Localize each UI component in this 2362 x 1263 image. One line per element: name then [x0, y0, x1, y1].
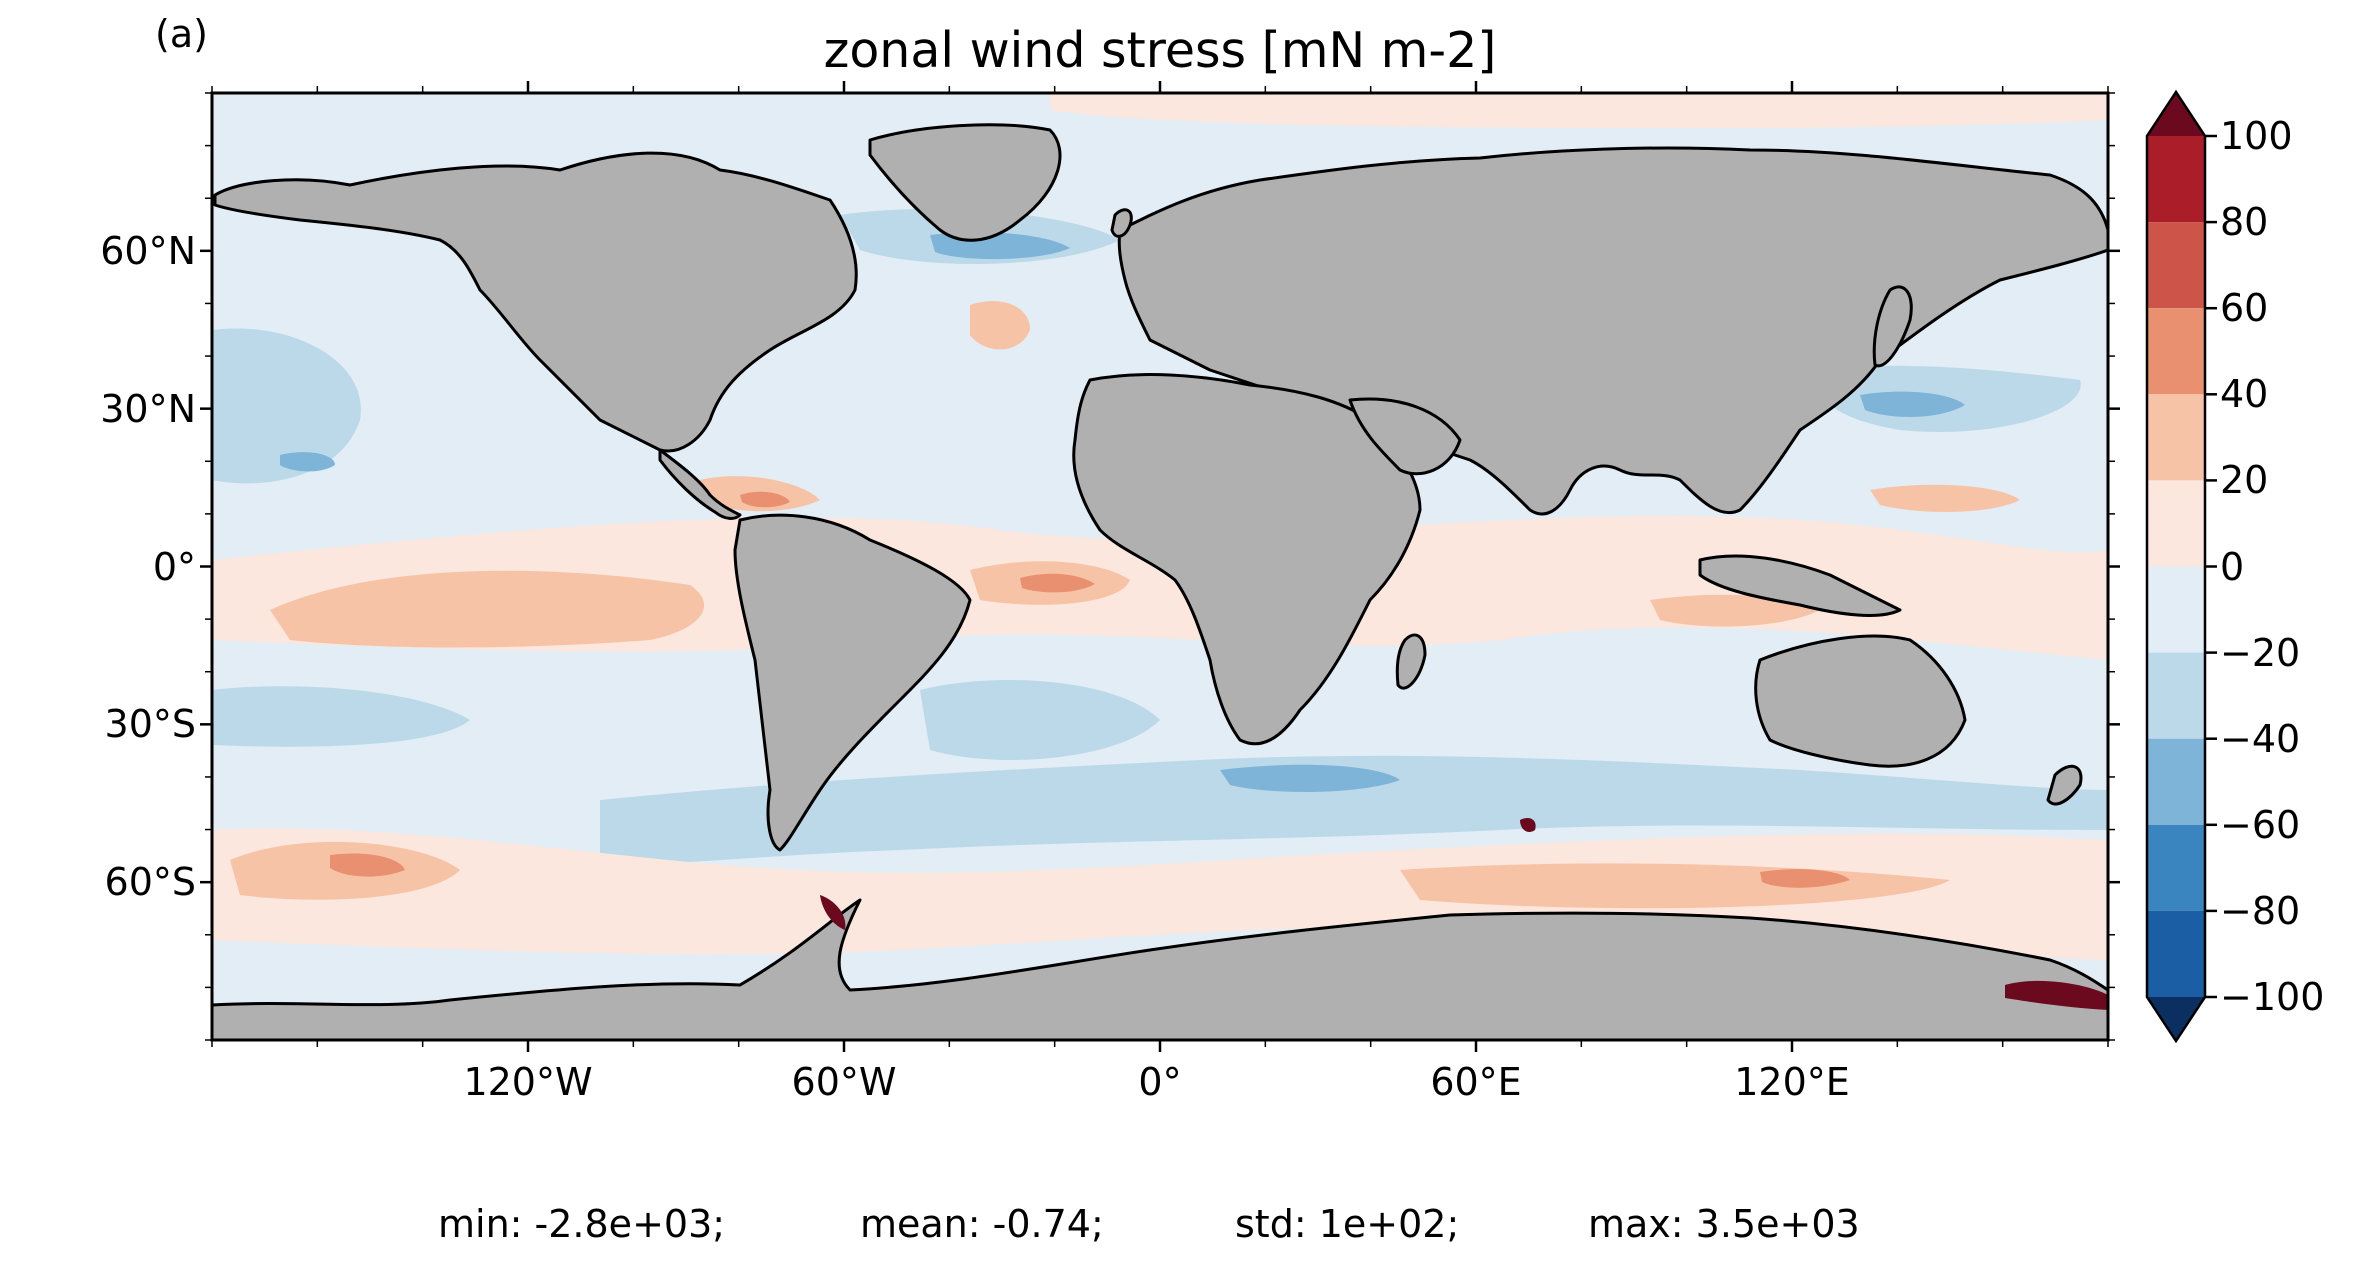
land-masses [212, 123, 2108, 1040]
lon-tick-label: 60°E [1430, 1060, 1522, 1104]
stat-min: min: -2.8e+03; [438, 1202, 726, 1246]
colorbar-segment [2147, 480, 2205, 567]
southeast-asia-islands [1698, 554, 1902, 617]
lat-tick-label: 30°S [104, 702, 196, 747]
southern-ocean-negative-band [600, 755, 2108, 864]
west-pacific-patch [1870, 484, 2020, 512]
arabia [1348, 397, 1462, 476]
africa [1072, 373, 1422, 746]
colorbar-extend-max [2147, 92, 2205, 136]
panel-label: (a) [155, 12, 208, 56]
japan [1872, 285, 1913, 368]
lat-tick-label: 60°N [100, 228, 196, 273]
colorbar-tick-label: 0 [2220, 544, 2245, 589]
colorbar-segment [2147, 308, 2205, 395]
colorbar-segment [2147, 824, 2205, 911]
atlantic-equatorial-core [1020, 573, 1095, 593]
kerguelen-extreme [1520, 818, 1536, 832]
colorbar-tick-label: −80 [2220, 888, 2301, 933]
colorbar-segment [2147, 394, 2205, 481]
south-america [733, 513, 972, 852]
lat-tick-label: 30°N [100, 386, 196, 431]
colorbar-segment [2147, 222, 2205, 309]
antarctica [212, 898, 2108, 1040]
australia [1754, 634, 1967, 768]
stat-mean: mean: -0.74; [860, 1202, 1104, 1246]
new-zealand [2046, 764, 2083, 806]
colorbar-tick-label: −40 [2220, 716, 2301, 761]
map-area [212, 93, 2108, 1040]
colorbar-tick-label: 40 [2220, 372, 2269, 417]
colorbar-tick-label: 20 [2220, 458, 2269, 503]
colorbar-tick-label: −20 [2220, 630, 2301, 675]
colorbar-tick-label: 80 [2220, 200, 2269, 245]
south-pacific-negative [212, 686, 470, 747]
arctic-positive-band [1050, 93, 2108, 129]
north-atlantic-positive-patch [970, 301, 1030, 350]
colorbar [2145, 89, 2217, 1044]
lon-tick-label: 0° [1138, 1060, 1182, 1104]
north-pacific-negative [212, 328, 361, 484]
map-title: zonal wind stress [mN m-2] [823, 22, 1497, 79]
colorbar-segment [2147, 652, 2205, 739]
lat-tick-label: 60°S [104, 860, 196, 905]
stat-std: std: 1e+02; [1235, 1202, 1460, 1246]
lon-tick-label: 60°W [791, 1060, 897, 1104]
madagascar [1395, 633, 1427, 690]
lon-tick-label: 120°W [463, 1060, 593, 1104]
kuroshio-negative-core [1860, 391, 1965, 417]
uk [1110, 208, 1133, 238]
indian-equatorial-patch [1650, 594, 1820, 627]
colorbar-extend-min [2147, 997, 2205, 1041]
east-pacific-positive-patch [270, 570, 705, 648]
colorbar-segment [2147, 738, 2205, 825]
north-america [213, 151, 858, 453]
colorbar-tick-label: −60 [2220, 802, 2301, 847]
colorbar-tick-label: 100 [2220, 114, 2293, 158]
stat-max: max: 3.5e+03 [1588, 1202, 1860, 1246]
hawaii-negative [280, 452, 335, 472]
coastal-extremes [820, 818, 2108, 1010]
colorbar-segment [2147, 566, 2205, 653]
central-america [658, 448, 742, 520]
southern-ocean-positive-west-core [330, 853, 405, 877]
lat-tick-label: 0° [152, 544, 196, 589]
lon-tick-label: 120°E [1734, 1060, 1850, 1104]
southern-ocean-negative-core [1220, 764, 1400, 792]
caribbean-core [740, 491, 790, 508]
axis-ticks [200, 81, 2120, 1052]
southern-ocean-positive-east-core [1760, 869, 1850, 888]
colorbar-tick-label: 60 [2220, 286, 2269, 331]
colorbar-segment [2147, 910, 2205, 997]
colorbar-segment [2147, 136, 2205, 223]
south-atlantic-negative [920, 680, 1160, 760]
greenland [868, 123, 1062, 242]
antarctic-peninsula-extreme [820, 895, 846, 930]
colorbar-tick-label: −100 [2220, 975, 2325, 1019]
ross-sea-extreme [2005, 980, 2108, 1010]
